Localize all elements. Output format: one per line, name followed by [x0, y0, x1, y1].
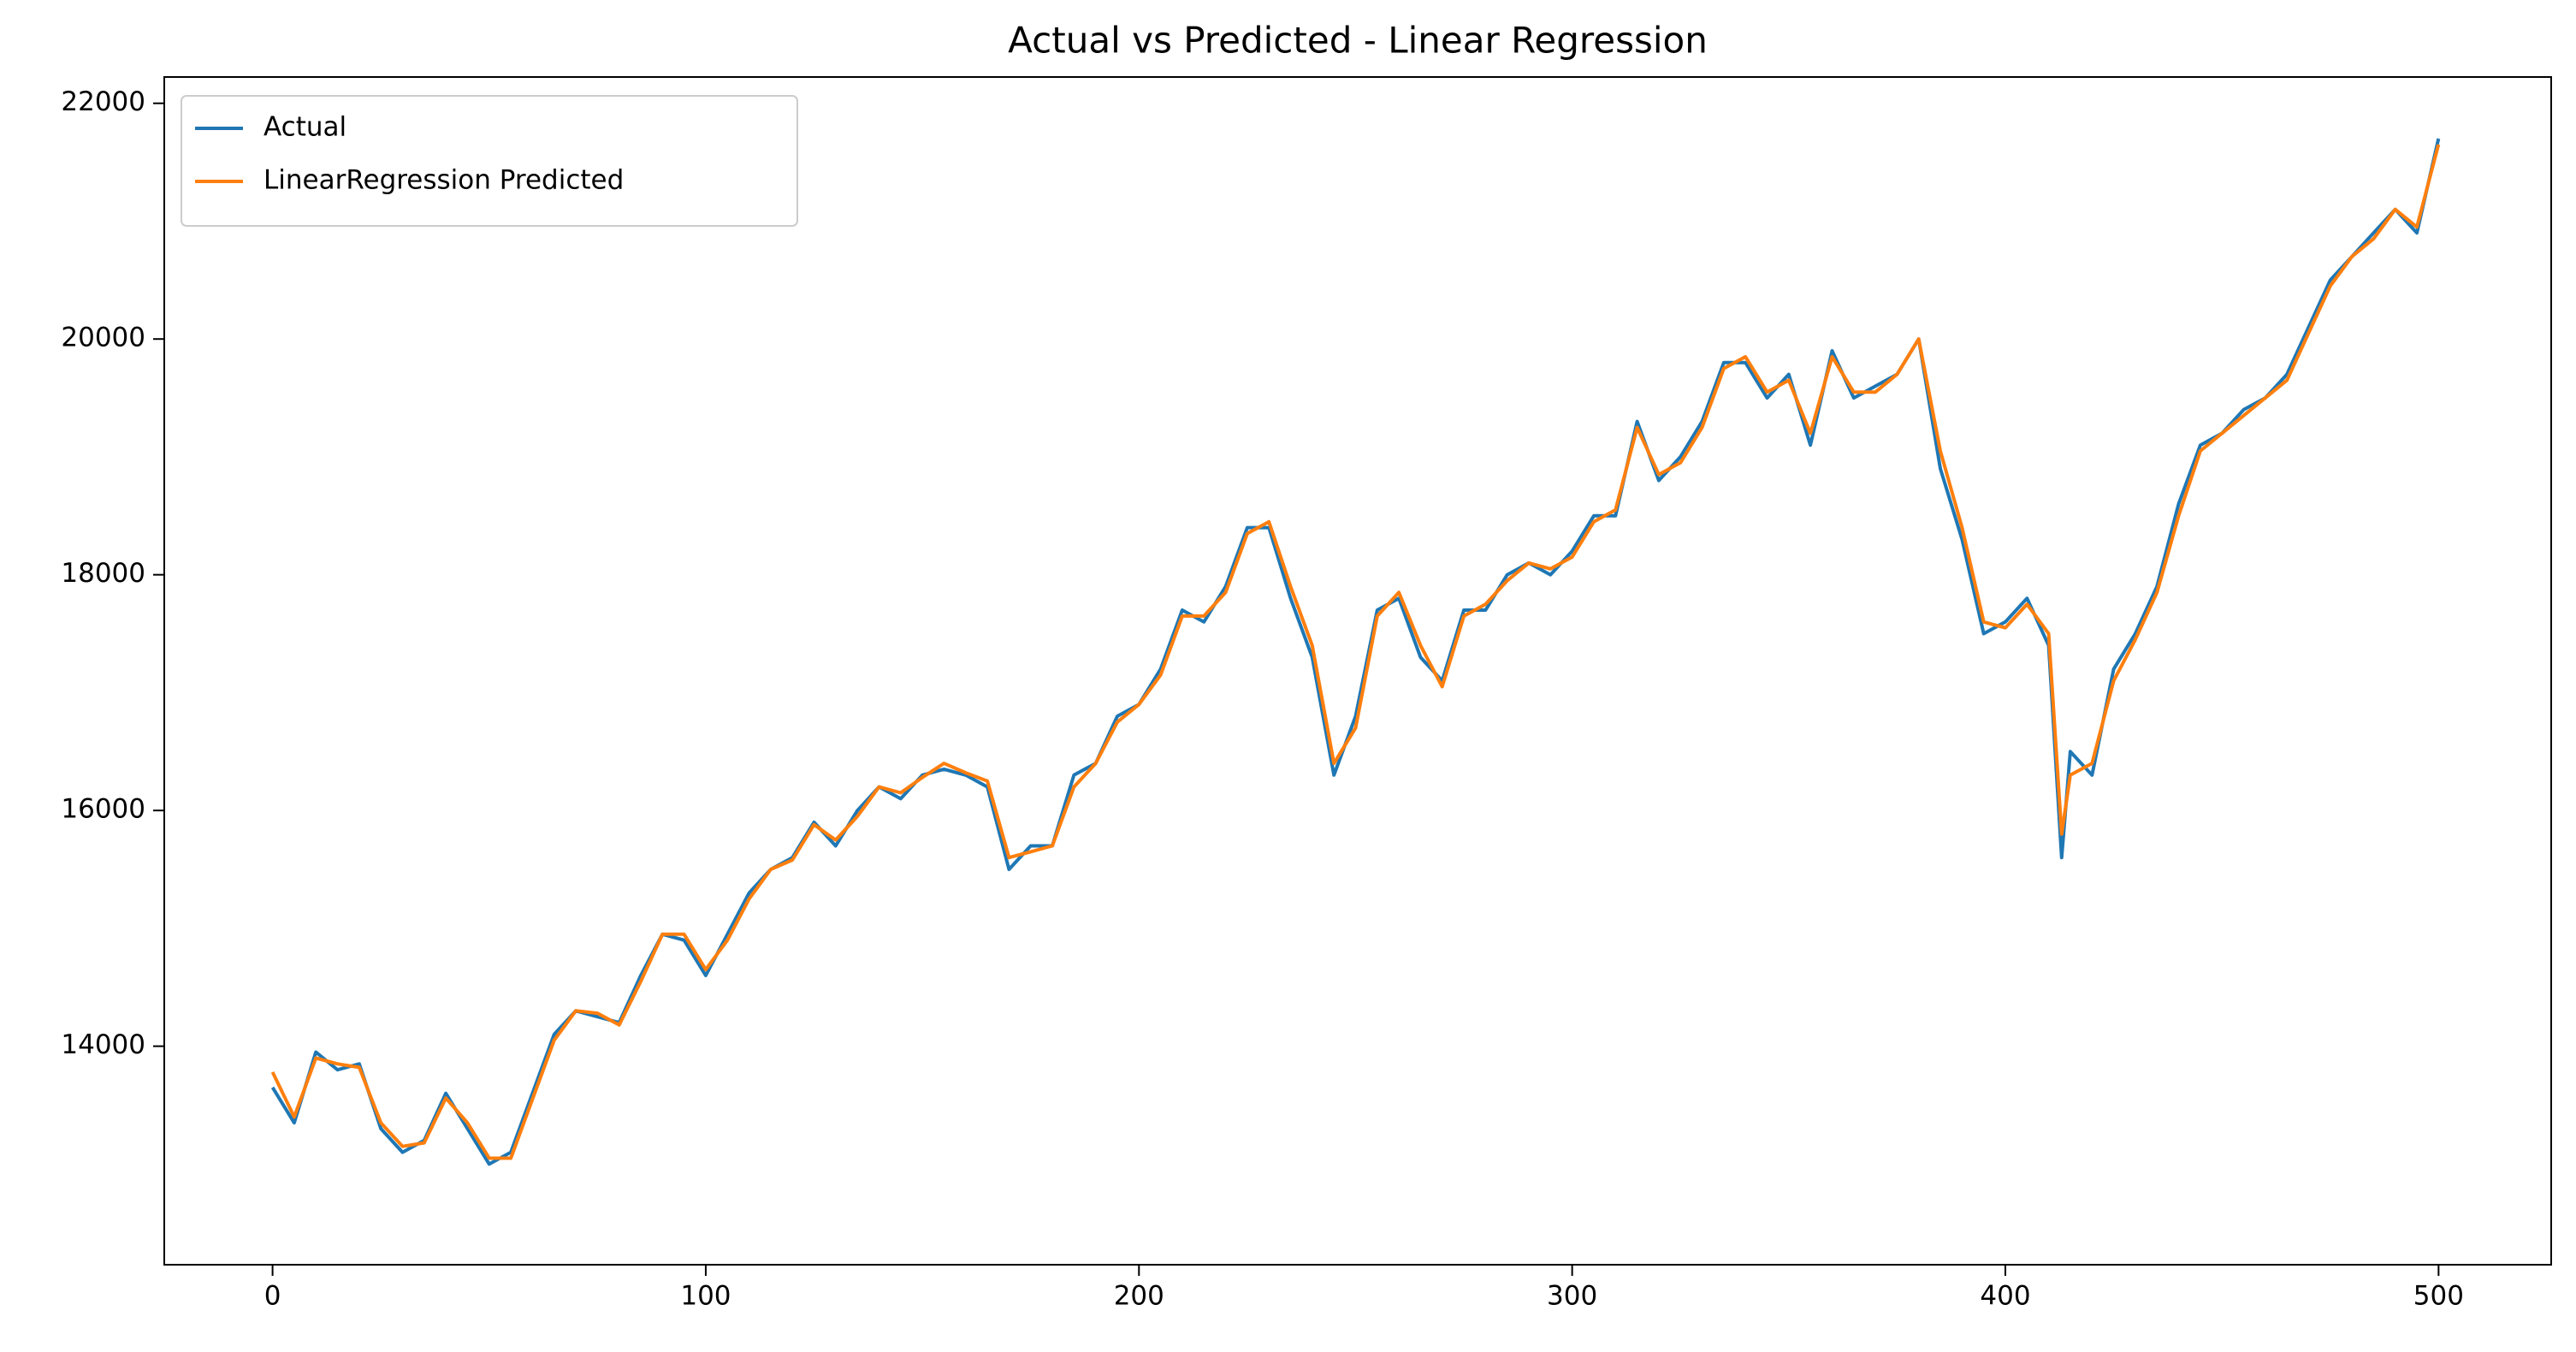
x-tick-label: 500: [2413, 1281, 2464, 1312]
chart-title: Actual vs Predicted - Linear Regression: [1008, 20, 1708, 62]
y-tick-label: 18000: [61, 558, 145, 589]
y-tick-label: 22000: [61, 86, 145, 117]
legend-box: [181, 95, 798, 227]
x-tick-label: 0: [264, 1281, 281, 1312]
legend-label: LinearRegression Predicted: [264, 165, 624, 196]
legend-label: Actual: [264, 112, 346, 143]
data-line: [270, 144, 2441, 1160]
y-tick-label: 16000: [61, 794, 145, 825]
y-tick-label: 14000: [61, 1029, 145, 1060]
x-tick-label: 200: [1114, 1281, 1164, 1312]
x-tick-label: 100: [680, 1281, 731, 1312]
data-line: [270, 138, 2441, 1166]
y-tick-label: 20000: [61, 323, 145, 353]
plot-frame: [163, 76, 2552, 1266]
x-tick-label: 300: [1547, 1281, 1597, 1312]
x-tick-label: 400: [1980, 1281, 2030, 1312]
